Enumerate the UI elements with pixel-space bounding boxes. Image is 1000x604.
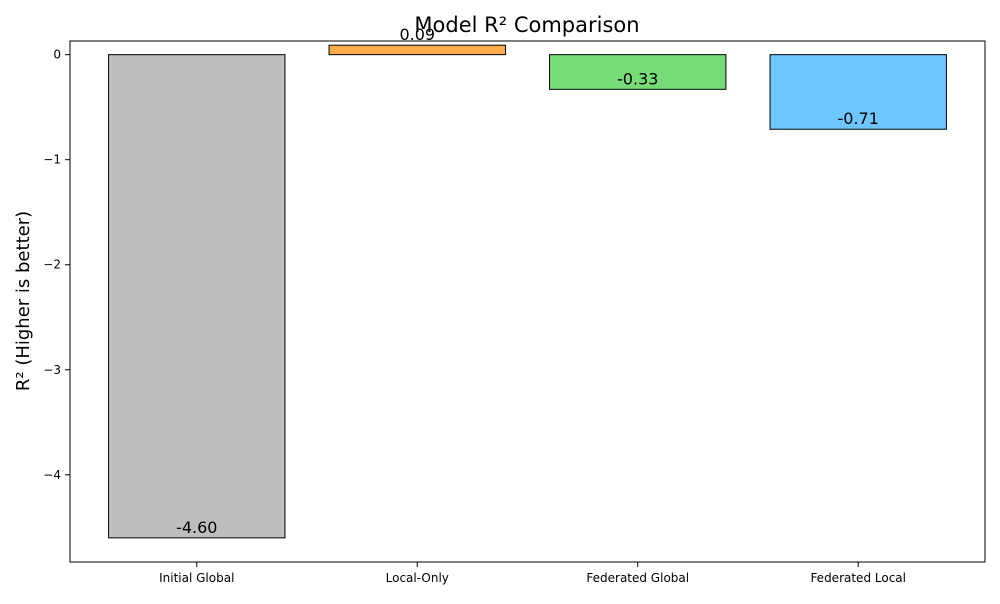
x-axis: Initial Global Local-Only Federated Global…	[159, 562, 906, 585]
x-tick-label: Local-Only	[386, 571, 449, 585]
y-tick-label: 0	[53, 48, 61, 62]
value-labels-layer: -4.60 0.09 -0.33 -0.71	[176, 25, 879, 537]
bar-initial-global	[108, 54, 286, 539]
x-tick-label: Initial Global	[159, 571, 234, 585]
y-tick-label: −1	[43, 153, 61, 167]
value-label: 0.09	[399, 25, 435, 44]
y-tick-label: −2	[43, 258, 61, 272]
y-tick-label: −4	[43, 468, 61, 482]
y-axis-label: R² (Higher is better)	[13, 211, 34, 391]
y-axis: 0 −1 −2 −3 −4	[43, 48, 70, 482]
bar-federated-global	[549, 54, 727, 90]
plot-frame	[69, 40, 986, 563]
bar-local-only	[328, 44, 506, 56]
chart-title: Model R² Comparison	[414, 13, 639, 37]
value-label: -4.60	[176, 518, 217, 537]
y-tick-label: −3	[43, 363, 61, 377]
x-tick-label: Federated Local	[810, 571, 906, 585]
value-label: -0.33	[617, 69, 658, 88]
bars-layer	[108, 44, 947, 539]
bar-federated-local	[769, 54, 947, 130]
x-tick-label: Federated Global	[586, 571, 689, 585]
value-label: -0.71	[838, 109, 879, 128]
